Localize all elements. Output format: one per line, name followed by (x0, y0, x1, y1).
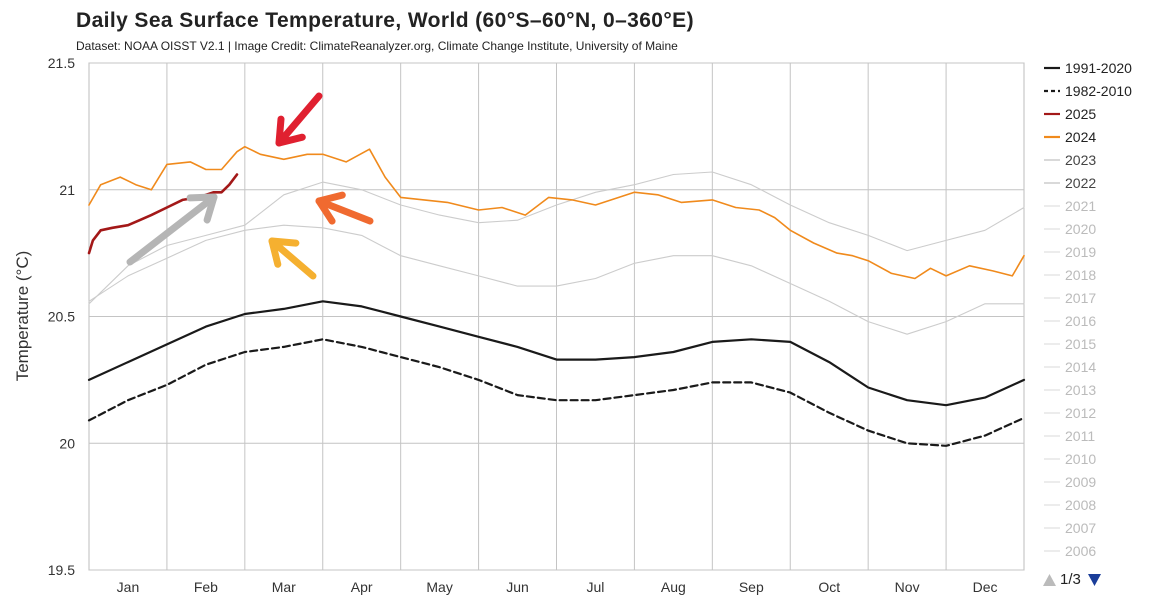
legend-item-1982-2010[interactable]: 1982-2010 (1044, 83, 1132, 99)
legend-item-2013[interactable]: 2013 (1044, 382, 1096, 398)
legend-label: 2013 (1065, 382, 1096, 398)
legend-item-2011[interactable]: 2011 (1044, 428, 1095, 444)
legend-label: 2014 (1065, 359, 1096, 375)
legend-item-2016[interactable]: 2016 (1044, 313, 1096, 329)
legend-item-2008[interactable]: 2008 (1044, 497, 1096, 513)
legend-label: 2019 (1065, 244, 1096, 260)
legend-label: 2011 (1065, 428, 1095, 444)
x-tick-label: Sep (739, 579, 764, 595)
x-tick-label: Nov (895, 579, 920, 595)
chart-title: Daily Sea Surface Temperature, World (60… (76, 9, 694, 32)
series-line-2025 (87, 173, 239, 255)
triangle-down-icon[interactable] (1088, 574, 1101, 586)
x-tick-label: Jan (117, 579, 140, 595)
legend-item-2025[interactable]: 2025 (1044, 106, 1096, 122)
y-tick-label: 19.5 (48, 562, 75, 578)
legend-label: 2024 (1065, 129, 1096, 145)
legend-item-2021[interactable]: 2021 (1044, 198, 1096, 214)
legend-item-2009[interactable]: 2009 (1044, 474, 1096, 490)
legend-label: 1982-2010 (1065, 83, 1132, 99)
legend-item-2018[interactable]: 2018 (1044, 267, 1096, 283)
legend-pager[interactable]: 1/3 (1043, 571, 1101, 588)
chart-subtitle: Dataset: NOAA OISST V2.1 | Image Credit:… (76, 39, 678, 53)
y-axis-label: Temperature (°C) (13, 251, 32, 382)
legend-label: 2023 (1065, 152, 1096, 168)
legend-item-2023[interactable]: 2023 (1044, 152, 1096, 168)
y-ticks: 19.5 20 20.5 21 21.5 (48, 55, 75, 578)
legend-label: 2007 (1065, 520, 1096, 536)
annotation-arrow (126, 193, 218, 266)
legend[interactable]: 1991-2020 1982-2010 2025 2024 2023 2022 2021 20… (1044, 60, 1132, 559)
legend-label: 2022 (1065, 175, 1096, 191)
series-line-2024 (88, 145, 1025, 280)
legend-label: 2021 (1065, 198, 1096, 214)
x-tick-label: Mar (272, 579, 296, 595)
gridlines (89, 62, 1024, 571)
legend-item-2017[interactable]: 2017 (1044, 290, 1096, 306)
legend-item-2012[interactable]: 2012 (1044, 405, 1096, 421)
legend-label: 2018 (1065, 267, 1096, 283)
legend-item-2007[interactable]: 2007 (1044, 520, 1096, 536)
y-tick-label: 20 (59, 435, 75, 451)
legend-label: 2016 (1065, 313, 1096, 329)
x-tick-label: May (426, 579, 452, 595)
legend-item-2010[interactable]: 2010 (1044, 451, 1096, 467)
x-tick-label: Feb (194, 579, 218, 595)
legend-item-2006[interactable]: 2006 (1044, 543, 1096, 559)
x-tick-label: Jun (506, 579, 529, 595)
legend-page-label: 1/3 (1060, 571, 1081, 588)
legend-item-1991-2020[interactable]: 1991-2020 (1044, 60, 1132, 76)
annotation-arrow (268, 237, 317, 280)
x-tick-label: Oct (818, 579, 840, 595)
series-line-2023 (88, 224, 1025, 335)
x-ticks: Jan Feb Mar Apr May Jun Jul Aug Sep Oct Nov Dec (117, 579, 998, 595)
annotation-arrow (315, 191, 374, 225)
legend-item-2024[interactable]: 2024 (1044, 129, 1096, 145)
annotations (126, 92, 374, 280)
y-tick-label: 21.5 (48, 55, 75, 71)
series-line-1982-2010 (87, 338, 1026, 447)
legend-item-2014[interactable]: 2014 (1044, 359, 1096, 375)
series-group (87, 145, 1026, 447)
x-tick-label: Dec (973, 579, 998, 595)
legend-label: 2015 (1065, 336, 1096, 352)
x-tick-label: Aug (661, 579, 686, 595)
legend-label: 2025 (1065, 106, 1096, 122)
triangle-up-icon[interactable] (1043, 574, 1056, 586)
x-tick-label: Apr (351, 579, 373, 595)
series-line-2022 (88, 171, 1025, 305)
x-tick-label: Jul (587, 579, 605, 595)
legend-item-2022[interactable]: 2022 (1044, 175, 1096, 191)
legend-label: 2012 (1065, 405, 1096, 421)
legend-item-2019[interactable]: 2019 (1044, 244, 1096, 260)
y-tick-label: 20.5 (48, 309, 75, 325)
legend-label: 1991-2020 (1065, 60, 1132, 76)
legend-item-2020[interactable]: 2020 (1044, 221, 1096, 237)
legend-label: 2020 (1065, 221, 1096, 237)
y-tick-label: 21 (59, 182, 75, 198)
legend-label: 2017 (1065, 290, 1096, 306)
legend-label: 2010 (1065, 451, 1096, 467)
annotation-arrow (275, 92, 323, 147)
legend-label: 2009 (1065, 474, 1096, 490)
legend-label: 2006 (1065, 543, 1096, 559)
legend-label: 2008 (1065, 497, 1096, 513)
series-line-1991-2020 (87, 300, 1026, 407)
legend-item-2015[interactable]: 2015 (1044, 336, 1096, 352)
